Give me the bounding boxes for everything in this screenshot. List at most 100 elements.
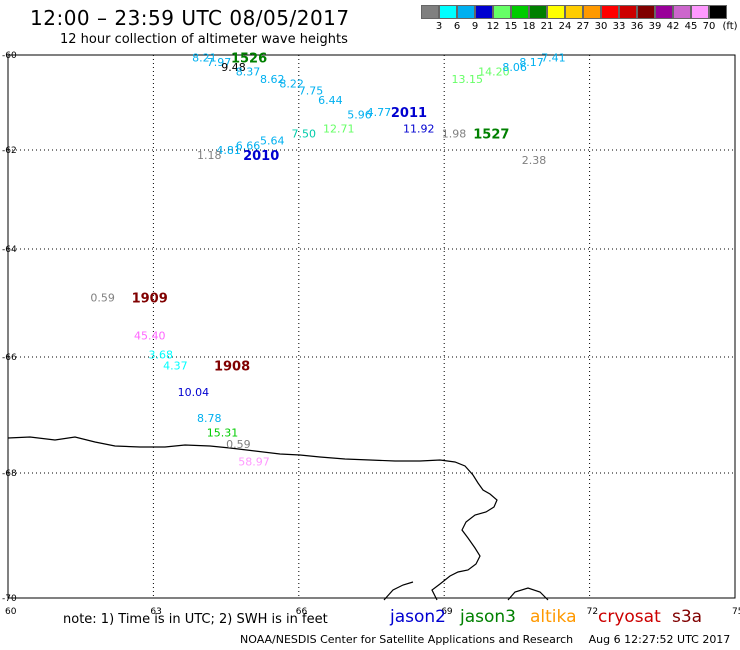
longitude-tick-label: 75 bbox=[732, 607, 740, 617]
legend-label: 21 bbox=[540, 21, 554, 32]
legend-unit: (ft) bbox=[722, 21, 738, 32]
legend-label: 12 bbox=[486, 21, 500, 32]
wave-height-label: 3.68 bbox=[149, 348, 174, 361]
legend-swatch bbox=[709, 5, 727, 19]
legend-swatch bbox=[673, 5, 691, 19]
wave-height-label: 0.59 bbox=[226, 438, 251, 451]
legend-label: 33 bbox=[612, 21, 626, 32]
legend-swatch bbox=[565, 5, 583, 19]
graticule-grid bbox=[7, 54, 736, 599]
wave-height-label: 7.50 bbox=[292, 127, 317, 140]
legend-swatch bbox=[583, 5, 601, 19]
legend-label: 39 bbox=[648, 21, 662, 32]
wave-height-label: 4.37 bbox=[163, 360, 188, 373]
latitude-tick-labels: -60 -62 -64 -66 -68 -70 bbox=[2, 51, 17, 604]
legend-swatch bbox=[457, 5, 475, 19]
legend-label: 42 bbox=[666, 21, 680, 32]
latitude-tick-label: -68 bbox=[2, 469, 17, 479]
wave-height-label: 4.77 bbox=[367, 106, 392, 119]
longitude-tick-label: 72 bbox=[587, 607, 598, 617]
wave-height-label: 10.04 bbox=[178, 386, 210, 399]
legend-label: 3 bbox=[435, 21, 443, 32]
legend-swatch bbox=[421, 5, 439, 19]
latitude-tick-label: -60 bbox=[2, 51, 17, 61]
legend-swatch bbox=[691, 5, 709, 19]
legend-label: 45 bbox=[684, 21, 698, 32]
legend-swatch bbox=[439, 5, 457, 19]
wave-height-label: 9.48 bbox=[221, 61, 246, 74]
footer-note: note: 1) Time is in UTC; 2) SWH is in fe… bbox=[63, 612, 328, 627]
pass-time-label: 1526 bbox=[231, 51, 267, 66]
legend-swatch bbox=[637, 5, 655, 19]
wave-height-label: 1.18 bbox=[197, 149, 222, 162]
wave-height-label: 2.38 bbox=[522, 154, 547, 167]
legend-label: 27 bbox=[576, 21, 590, 32]
satellite-pass-labels: 1526 2011 1527 2010 1909 1908 bbox=[132, 51, 510, 374]
longitude-tick-label: 63 bbox=[150, 607, 161, 617]
wave-height-label: 4.81 bbox=[216, 144, 241, 157]
pass-time-label: 2011 bbox=[391, 106, 427, 121]
latitude-tick-label: -70 bbox=[2, 594, 17, 604]
map-subtitle: 12 hour collection of altimeter wave hei… bbox=[60, 32, 348, 47]
legend-label: 18 bbox=[522, 21, 536, 32]
satellite-name: jason2 bbox=[390, 607, 446, 627]
legend-label: 15 bbox=[504, 21, 518, 32]
pass-time-label: 2010 bbox=[243, 149, 279, 164]
legend-swatch bbox=[493, 5, 511, 19]
legend-label: 24 bbox=[558, 21, 572, 32]
wave-height-label: 5.64 bbox=[260, 135, 285, 148]
legend-swatch bbox=[511, 5, 529, 19]
legend-swatch bbox=[547, 5, 565, 19]
wave-height-label: 8.17 bbox=[519, 56, 544, 69]
pass-time-label: 1909 bbox=[132, 292, 168, 307]
wave-height-label: 15.31 bbox=[207, 426, 239, 439]
latitude-tick-label: -62 bbox=[2, 146, 17, 156]
pass-time-label: 1527 bbox=[473, 127, 509, 142]
wave-height-label: 8.78 bbox=[197, 412, 222, 425]
legend-swatch bbox=[619, 5, 637, 19]
legend-swatch bbox=[529, 5, 547, 19]
wave-height-label: 1.98 bbox=[442, 127, 467, 140]
longitude-tick-label: 69 bbox=[441, 607, 453, 617]
wave-height-label: 8.06 bbox=[502, 61, 527, 74]
wave-height-label: 58.97 bbox=[238, 455, 270, 468]
legend-label: 36 bbox=[630, 21, 644, 32]
ice-shelf-outline bbox=[383, 581, 549, 601]
wave-height-label: 8.21 bbox=[192, 51, 217, 64]
wave-height-label: 8.22 bbox=[279, 78, 304, 91]
wave-height-label: 11.92 bbox=[403, 123, 435, 136]
wave-height-label: 7.41 bbox=[541, 51, 566, 64]
legend-label: 6 bbox=[453, 21, 461, 32]
legend-label: 70 bbox=[702, 21, 716, 32]
wave-height-label: 0.59 bbox=[90, 292, 115, 305]
longitude-tick-label: 60 bbox=[5, 607, 17, 617]
wave-height-label: 6.44 bbox=[318, 94, 343, 107]
map-title: 12:00 – 23:59 UTC 08/05/2017 bbox=[30, 6, 350, 30]
satellite-name: cryosat bbox=[598, 607, 661, 627]
map-frame bbox=[7, 54, 736, 599]
wave-height-label: 8.37 bbox=[236, 66, 261, 79]
credit-timestamp: Aug 6 12:27:52 UTC 2017 bbox=[588, 633, 731, 646]
wave-height-label: 6.66 bbox=[236, 139, 261, 152]
legend-swatch bbox=[655, 5, 673, 19]
legend-label: 9 bbox=[471, 21, 479, 32]
legend-swatch bbox=[475, 5, 493, 19]
satellite-name: altika bbox=[530, 607, 577, 627]
antarctic-coastline bbox=[7, 436, 498, 601]
satellite-name: s3a bbox=[672, 607, 703, 627]
satellite-name: jason3 bbox=[460, 607, 516, 627]
longitude-tick-labels: 60 63 66 69 72 75 bbox=[5, 607, 740, 617]
legend-label: 30 bbox=[594, 21, 608, 32]
wave-height-label: 7.97 bbox=[207, 56, 232, 69]
wave-height-label: 13.15 bbox=[451, 73, 483, 86]
longitude-tick-label: 66 bbox=[296, 607, 308, 617]
wave-height-observations: 8.217.979.488.378.628.227.756.44 5.964.77… bbox=[90, 51, 565, 468]
wave-height-label: 14.20 bbox=[478, 66, 510, 79]
wave-height-label: 5.96 bbox=[347, 108, 372, 121]
credit-text: NOAA/NESDIS Center for Satellite Applica… bbox=[240, 633, 574, 646]
latitude-tick-label: -64 bbox=[2, 245, 17, 255]
wave-height-label: 7.75 bbox=[299, 85, 324, 98]
wave-height-label: 45.40 bbox=[134, 329, 166, 342]
